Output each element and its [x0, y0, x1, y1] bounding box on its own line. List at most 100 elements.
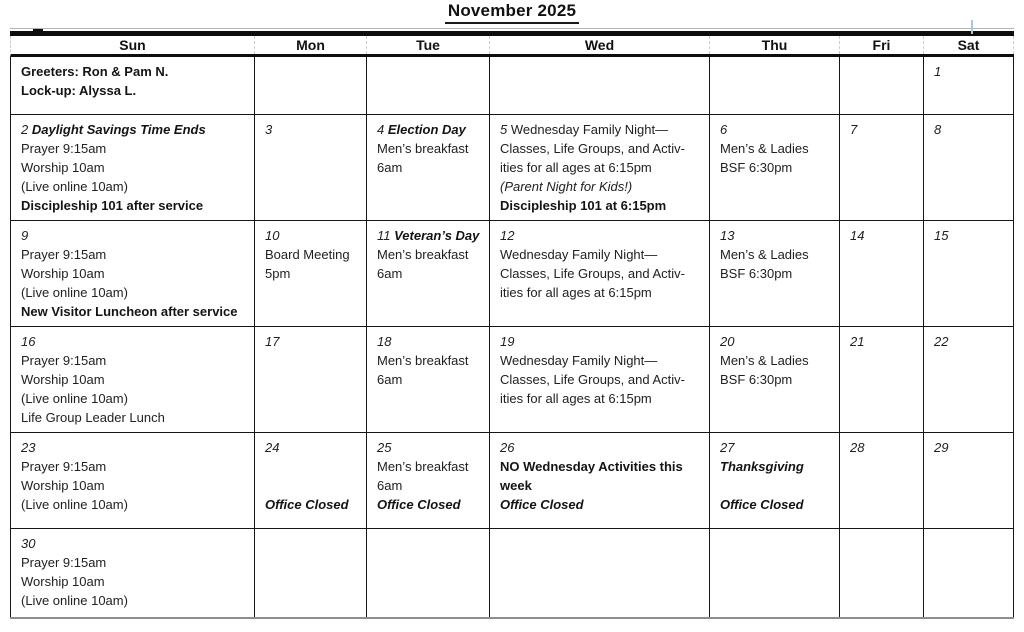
event-line: 28: [850, 440, 865, 455]
event-line: [265, 457, 360, 476]
stray-ink-mark: [33, 29, 43, 33]
event-line: Life Group Leader Lunch: [21, 410, 165, 425]
event-line: 10: [265, 228, 280, 243]
calendar-cell: [924, 529, 1014, 617]
event-line: Classes, Life Groups, and Activ-: [500, 141, 685, 156]
page-title: November 2025: [0, 1, 1024, 24]
week-row-5: 23 Prayer 9:15am Worship 10am (Live online …: [10, 433, 1014, 529]
calendar-cell: [367, 529, 490, 617]
event-line: Men’s & Ladies: [720, 353, 809, 368]
event-line: Discipleship 101 after service: [21, 198, 204, 213]
calendar-cell: 5 Wednesday Family Night— Classes, Life G…: [490, 115, 710, 221]
event-line: Men’s breakfast: [377, 247, 469, 262]
calendar-month-title: November 2025: [444, 1, 580, 24]
calendar-cell: [367, 57, 490, 115]
calendar-cell: [490, 529, 710, 617]
weekday-header-mon: Mon: [255, 36, 367, 54]
event-line: Office Closed: [377, 497, 461, 512]
event-line: (Live online 10am): [21, 179, 128, 194]
calendar-table: Sun Mon Tue Wed Thu Fri Sat Greeters: Ron & Pa…: [10, 36, 1014, 619]
event-line: Worship 10am: [21, 478, 105, 493]
event-line: 6: [720, 122, 728, 137]
event-line: 13: [720, 228, 735, 243]
calendar-cell: [255, 57, 367, 115]
event-line: (Live online 10am): [21, 391, 128, 406]
event-line: Wednesday Family Night—: [500, 353, 658, 368]
event-line: Men’s & Ladies: [720, 247, 809, 262]
event-line: 5pm: [265, 266, 291, 281]
calendar-cell: 7: [840, 115, 924, 221]
calendar-cell: 13 Men’s & Ladies BSF 6:30pm: [710, 221, 840, 327]
event-line: Thanksgiving: [720, 459, 804, 474]
weekday-header-tue: Tue: [367, 36, 490, 54]
calendar-cell: [490, 57, 710, 115]
event-line: 11 Veteran’s Day: [377, 228, 480, 243]
calendar-cell: 17: [255, 327, 367, 433]
event-line: ities for all ages at 6:15pm: [500, 160, 652, 175]
calendar-cell: 22: [924, 327, 1014, 433]
calendar-cell: 8: [924, 115, 1014, 221]
calendar-cell: 12 Wednesday Family Night— Classes, Life G…: [490, 221, 710, 327]
event-line: Prayer 9:15am: [21, 555, 107, 570]
weekday-header-sat: Sat: [924, 36, 1014, 54]
event-line: (Live online 10am): [21, 593, 128, 608]
event-line: ities for all ages at 6:15pm: [500, 285, 652, 300]
calendar-body: Greeters: Ron & Pam N. Lock-up: Alyssa L.…: [10, 57, 1014, 619]
calendar-cell: 4 Election Day Men’s breakfast 6am: [367, 115, 490, 221]
calendar-cell: 26 NO Wednesday Activities this week Office…: [490, 433, 710, 529]
calendar-cell: 6 Men’s & Ladies BSF 6:30pm: [710, 115, 840, 221]
calendar-cell: 27 Thanksgiving Office Closed: [710, 433, 840, 529]
event-line: Worship 10am: [21, 372, 105, 387]
event-line: 7: [850, 122, 858, 137]
event-line: BSF 6:30pm: [720, 160, 793, 175]
week-row-3: 9 Prayer 9:15am Worship 10am (Live online 1…: [10, 221, 1014, 327]
event-line: 22: [934, 334, 949, 349]
event-line: 26: [500, 440, 515, 455]
event-line: 2 Daylight Savings Time Ends: [21, 122, 206, 137]
calendar-cell: 3: [255, 115, 367, 221]
event-line: 17: [265, 334, 280, 349]
calendar-cell: 9 Prayer 9:15am Worship 10am (Live online 1…: [11, 221, 255, 327]
event-line: 12: [500, 228, 515, 243]
event-line: 9: [21, 228, 29, 243]
event-line: 3: [265, 122, 273, 137]
calendar-cell: 19 Wednesday Family Night— Classes, Life G…: [490, 327, 710, 433]
event-line: 30: [21, 536, 36, 551]
weekday-header-row: Sun Mon Tue Wed Thu Fri Sat: [10, 36, 1014, 57]
calendar-cell: 14: [840, 221, 924, 327]
event-line: Men’s & Ladies: [720, 141, 809, 156]
event-line: (Live online 10am): [21, 285, 128, 300]
event-line: Prayer 9:15am: [21, 247, 107, 262]
calendar-cell: [840, 57, 924, 115]
event-line: 14: [850, 228, 865, 243]
event-line: 19: [500, 334, 515, 349]
event-line: Wednesday Family Night—: [500, 247, 658, 262]
event-line: 23: [21, 440, 36, 455]
event-line: Prayer 9:15am: [21, 141, 107, 156]
event-line: Prayer 9:15am: [21, 459, 107, 474]
event-line: 25: [377, 440, 392, 455]
week-row-1: Greeters: Ron & Pam N. Lock-up: Alyssa L.…: [10, 57, 1014, 115]
event-line: Office Closed: [720, 497, 804, 512]
event-line: BSF 6:30pm: [720, 266, 793, 281]
event-line: Lock-up: Alyssa L.: [21, 83, 137, 98]
calendar-cell: 18 Men’s breakfast 6am: [367, 327, 490, 433]
calendar-cell: 23 Prayer 9:15am Worship 10am (Live online …: [11, 433, 255, 529]
calendar-cell: 16 Prayer 9:15am Worship 10am (Live online …: [11, 327, 255, 433]
event-line: 15: [934, 228, 949, 243]
event-line: Prayer 9:15am: [21, 353, 107, 368]
calendar-cell: 24 Office Closed: [255, 433, 367, 529]
event-line: Men’s breakfast: [377, 141, 469, 156]
calendar-cell: [710, 57, 840, 115]
calendar-cell: 1: [924, 57, 1014, 115]
table-top-border: [10, 31, 1014, 36]
event-line: NO Wednesday Activities this: [500, 459, 683, 474]
event-line: Worship 10am: [21, 160, 105, 175]
calendar-cell: 21: [840, 327, 924, 433]
event-line: [720, 476, 833, 495]
calendar-cell: 10 Board Meeting 5pm: [255, 221, 367, 327]
calendar-cell: 28: [840, 433, 924, 529]
calendar-cell: 25 Men’s breakfast 6am Office Closed: [367, 433, 490, 529]
event-line: BSF 6:30pm: [720, 372, 793, 387]
